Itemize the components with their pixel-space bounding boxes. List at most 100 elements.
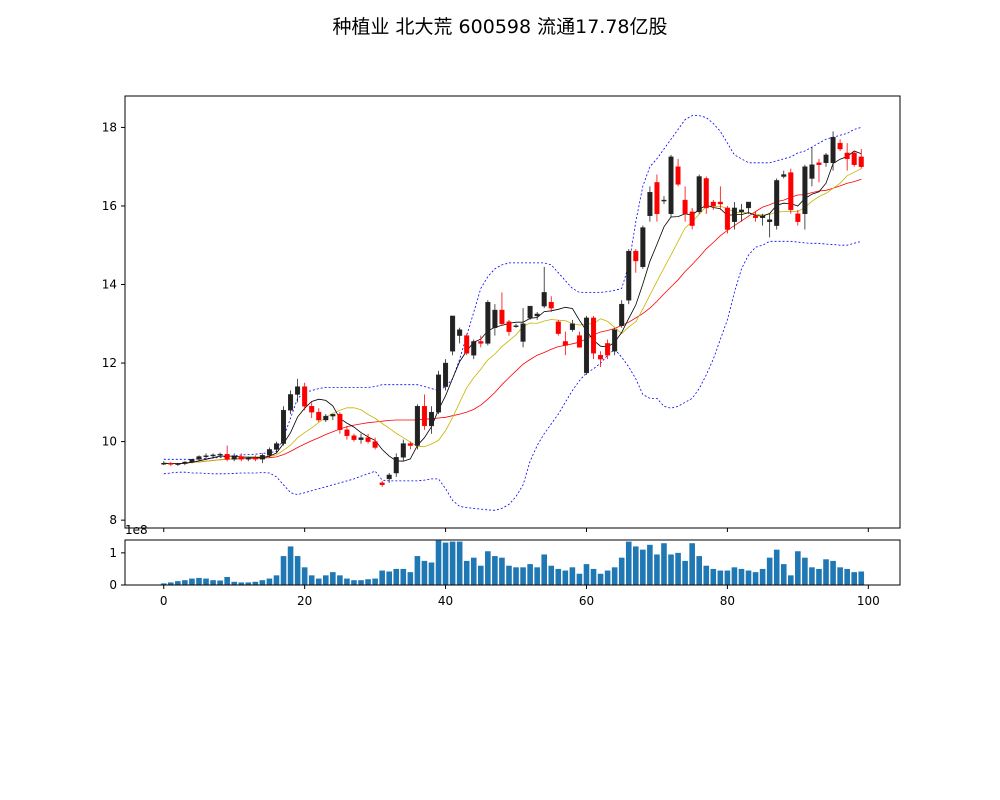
- volume-bar: [618, 557, 625, 585]
- candle-body: [492, 309, 498, 328]
- volume-bar: [351, 580, 357, 585]
- volume-bar: [562, 570, 569, 585]
- candle-body: [443, 362, 449, 387]
- volume-bar: [301, 567, 308, 585]
- candle-body: [738, 209, 744, 213]
- volume-x-tick-label: 80: [720, 594, 735, 608]
- volume-plot-frame: [124, 539, 901, 586]
- volume-bar: [273, 575, 280, 585]
- volume-bar: [330, 572, 336, 585]
- volume-bar: [703, 565, 710, 585]
- volume-bar: [802, 557, 808, 585]
- candle-body: [210, 454, 216, 457]
- volume-bar: [414, 556, 421, 585]
- volume-bar: [266, 578, 273, 585]
- candle-body: [471, 341, 477, 356]
- candle-body: [858, 156, 864, 167]
- candle-body: [746, 201, 752, 209]
- volume-bar: [224, 576, 230, 585]
- volume-bar: [315, 578, 322, 585]
- volume-bar: [477, 565, 484, 585]
- candle-body: [400, 443, 406, 458]
- candle-body: [598, 355, 604, 360]
- volume-bar: [189, 578, 195, 585]
- price-y-tick-label: 18: [102, 120, 117, 134]
- candle-body: [760, 215, 766, 218]
- candle-body: [295, 386, 301, 395]
- volume-bar: [625, 541, 632, 585]
- boll-lower-line: [163, 240, 862, 511]
- volume-bar: [322, 575, 329, 585]
- volume-bar: [456, 541, 463, 585]
- volume-bar: [745, 570, 752, 585]
- candle-body: [710, 201, 716, 207]
- candle-body: [288, 394, 294, 411]
- price-y-tick-label: 16: [102, 199, 117, 213]
- volume-bar: [780, 564, 787, 585]
- ma10-line: [163, 168, 862, 465]
- candle-body: [626, 250, 632, 301]
- volume-bar: [675, 552, 681, 585]
- volume-bar: [379, 570, 385, 585]
- candle-body: [499, 309, 505, 324]
- volume-x-tick-label: 40: [438, 594, 453, 608]
- volume-bar: [858, 571, 865, 585]
- volume-bar: [844, 568, 850, 585]
- volume-bar: [435, 540, 442, 585]
- volume-bar: [738, 568, 745, 585]
- candle-body: [238, 456, 244, 460]
- moving-averages: [163, 150, 862, 465]
- bollinger-bands: [163, 115, 862, 511]
- volume-bar: [795, 551, 801, 585]
- volume-bar: [520, 567, 526, 585]
- volume-bar: [513, 567, 519, 585]
- candle-body: [844, 152, 850, 160]
- volume-bar: [851, 572, 858, 585]
- volume-bar: [337, 575, 343, 585]
- candle-body: [506, 321, 512, 332]
- price-y-tick-label: 14: [102, 278, 117, 292]
- candle-body: [168, 463, 174, 465]
- candle-body: [696, 176, 702, 213]
- candle-body: [513, 325, 519, 327]
- volume-bar: [231, 581, 238, 585]
- candlesticks: [161, 131, 864, 487]
- volume-bar: [175, 581, 181, 585]
- volume-bar: [196, 577, 202, 585]
- volume-bar: [534, 567, 540, 585]
- volume-bar: [590, 568, 597, 585]
- candle-body: [830, 137, 836, 163]
- candle-body: [217, 453, 223, 456]
- candle-body: [576, 335, 582, 348]
- volume-bar: [449, 541, 456, 585]
- candle-body: [555, 321, 561, 334]
- candle-body: [436, 374, 442, 413]
- volume-bar: [640, 549, 646, 585]
- volume-x-tick-label: 60: [579, 594, 594, 608]
- candle-body: [548, 301, 554, 309]
- volume-bar: [407, 572, 414, 585]
- volume-bar: [470, 557, 477, 585]
- volume-bar: [400, 568, 407, 585]
- candle-body: [407, 443, 413, 446]
- candle-body: [175, 463, 181, 465]
- candle-body: [675, 166, 681, 185]
- candle-body: [351, 435, 357, 440]
- candle-body: [591, 317, 597, 354]
- candle-body: [203, 455, 209, 457]
- candle-body: [302, 386, 308, 407]
- candle-body: [358, 437, 364, 440]
- candle-body: [731, 207, 737, 222]
- chart-title: 种植业 北大荒 600598 流通17.78亿股: [332, 16, 668, 38]
- volume-x-axis: 0 20 40 60 80 100: [160, 585, 880, 608]
- candle-body: [428, 411, 434, 427]
- volume-bar: [203, 578, 209, 585]
- volume-bar: [541, 554, 548, 585]
- candle-body: [266, 449, 272, 456]
- volume-bar: [654, 554, 660, 585]
- candle-body: [717, 201, 723, 205]
- candle-body: [245, 457, 251, 460]
- candle-body: [259, 455, 265, 460]
- price-y-tick-label: 8: [109, 513, 117, 527]
- candle-body: [309, 406, 315, 413]
